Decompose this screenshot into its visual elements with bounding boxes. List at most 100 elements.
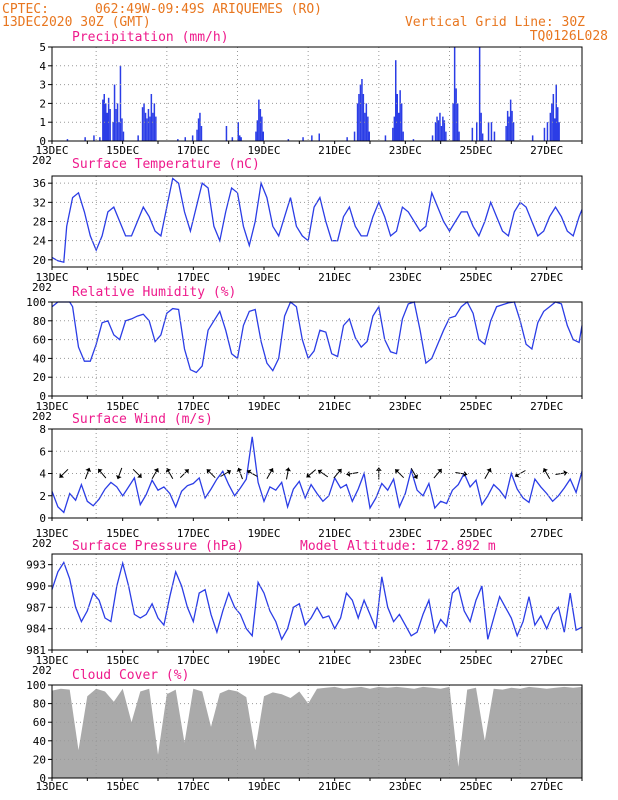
precip-bar [480, 112, 482, 141]
precip-bar [155, 116, 157, 141]
x-tick-label: 21DEC [318, 527, 351, 540]
precip-bar [552, 94, 555, 141]
header-location: 062:49W-09:49S ARIQUEMES (RO) [95, 2, 322, 17]
y-tick-label: 2 [39, 490, 46, 503]
y-tick-label: 100 [26, 679, 46, 692]
pres-series-line [51, 560, 583, 641]
panel-rh: Relative Humidity (%) 0 20 40 60 80 100 13DEC 15… [26, 285, 583, 423]
x-tick-label: 27DEC [530, 144, 563, 157]
x-year-label: 202 [32, 664, 52, 677]
wind-arrow-head [318, 469, 323, 475]
precip-bar [146, 118, 148, 141]
precip-bar [147, 109, 150, 141]
y-tick-label: 40 [33, 352, 46, 365]
panel-temp: Surface Temperature (nC) 20 24 28 32 36 13DEC 1… [32, 157, 583, 294]
x-tick-label: 23DEC [389, 271, 422, 284]
wind-arrow-head [85, 467, 92, 472]
x-tick-label: 13DEC [35, 271, 68, 284]
precip-bar [144, 112, 147, 141]
wind-arrow-head [184, 469, 189, 474]
x-tick-label: 21DEC [318, 654, 351, 667]
precip-bar [259, 109, 262, 141]
x-tick-label: 27DEC [530, 527, 563, 540]
precip-bar [443, 120, 446, 141]
precip-bar [368, 131, 370, 141]
precip-bar [118, 122, 120, 141]
x-tick-label: 23DEC [389, 527, 422, 540]
wind-arrow-head [98, 468, 103, 474]
x-tick-label: 13DEC [35, 400, 68, 413]
precip-bar [225, 126, 228, 141]
y-tick-label: 80 [33, 315, 46, 328]
x-tick-label: 27DEC [530, 780, 563, 793]
x-tick-label: 15DEC [106, 527, 139, 540]
cloud-cover-area [52, 686, 582, 778]
precip-bar [478, 47, 481, 141]
precip-bar [197, 118, 200, 141]
x-year-label: 202 [32, 537, 52, 550]
x-tick-label: 25DEC [459, 780, 492, 793]
panel-precip: Precipitation (mm/h) 0 1 2 3 4 5 13DEC 15DEC 17DE… [32, 30, 583, 167]
precip-bar [361, 79, 363, 141]
precip-bar [112, 122, 114, 141]
y-tick-label: 1 [39, 116, 46, 129]
precip-bar [103, 94, 105, 141]
y-tick-label: 2 [39, 97, 46, 110]
precip-bar [353, 131, 356, 141]
precip-bar [93, 135, 95, 141]
precip-bar [455, 88, 457, 141]
y-tick-label: 60 [33, 334, 46, 347]
precip-bar [184, 137, 186, 141]
precip-bar [122, 131, 125, 141]
y-tick-label: 36 [33, 177, 46, 190]
precip-bar [490, 122, 493, 141]
y-tick-label: 990 [26, 580, 46, 593]
precip-bar [493, 131, 496, 141]
precip-bar [359, 84, 362, 141]
wind-arrow-head [306, 472, 311, 478]
precip-bar [356, 103, 359, 141]
precip-bar [66, 139, 69, 141]
wind-arrow-head [236, 467, 243, 472]
x-tick-label: 15DEC [106, 271, 139, 284]
precip-bar [481, 133, 484, 141]
pres-title: Surface Pressure (hPa) [72, 539, 244, 554]
precip-bar [106, 112, 108, 141]
cloud-frame [51, 684, 583, 779]
x-tick-label: 17DEC [177, 400, 210, 413]
precip-bar [256, 120, 259, 141]
precip-bar [546, 122, 549, 141]
y-tick-label: 20 [33, 753, 46, 766]
cloud-title: Cloud Cover (%) [72, 668, 189, 683]
wind-arrow-head [412, 474, 419, 479]
precip-bar [551, 103, 553, 141]
x-tick-label: 19DEC [247, 144, 280, 157]
precip-bar [396, 94, 398, 141]
y-tick-label: 80 [33, 698, 46, 711]
x-tick-label: 17DEC [177, 780, 210, 793]
wind-arrow-head [563, 470, 568, 476]
y-tick-label: 0 [39, 512, 46, 525]
precip-bar [399, 90, 401, 141]
precip-bar [445, 131, 447, 141]
precip-bar [137, 135, 139, 141]
header-source: CPTEC: [2, 2, 49, 17]
x-tick-label: 17DEC [177, 527, 210, 540]
precip-bar [531, 135, 534, 141]
x-year-label: 202 [32, 281, 52, 294]
precip-bar [99, 137, 101, 141]
precip-bar [505, 126, 507, 141]
x-tick-label: 13DEC [35, 527, 68, 540]
x-tick-label: 19DEC [247, 654, 280, 667]
y-tick-label: 981 [26, 644, 46, 657]
x-tick-label: 15DEC [106, 654, 139, 667]
precip-bar [239, 135, 241, 141]
precip-bar [367, 116, 369, 141]
x-tick-label: 17DEC [177, 271, 210, 284]
precip-bar [262, 131, 264, 141]
x-tick-label: 17DEC [177, 144, 210, 157]
header-code: TQ0126L028 [530, 29, 608, 44]
x-tick-label: 23DEC [389, 400, 422, 413]
y-tick-label: 4 [39, 60, 46, 73]
wind-series-line [51, 436, 583, 514]
